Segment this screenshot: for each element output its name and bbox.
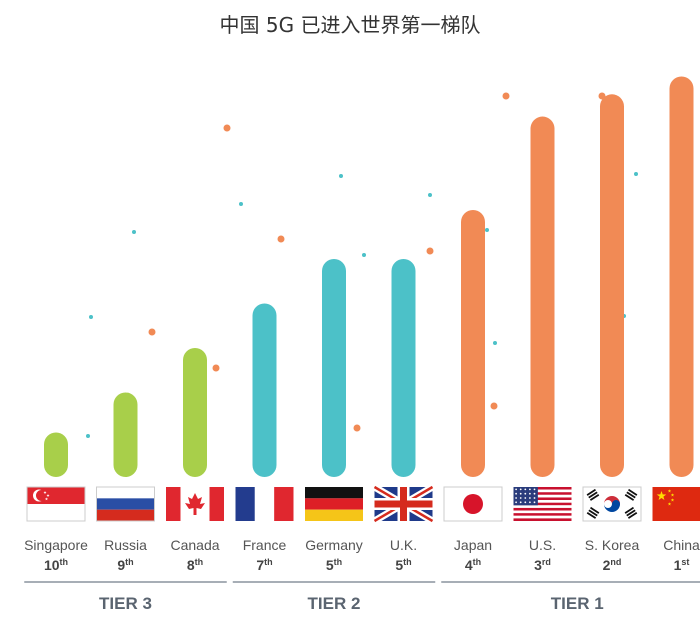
blue-dot <box>132 230 136 234</box>
orange-dot <box>353 424 361 432</box>
blue-dot <box>428 193 432 197</box>
blue-dot <box>485 228 489 232</box>
rank-label: 1st <box>674 557 690 573</box>
tier-labels-group: TIER 3 TIER 2 TIER 1 <box>24 581 700 613</box>
country-label: Canada <box>170 537 219 553</box>
country-labels-group: Singapore 10th Russia 9th Canada 8th France 7th… <box>24 537 700 573</box>
us-flag-icon <box>513 487 572 521</box>
country-label: U.K. <box>390 537 417 553</box>
country-label: Russia <box>104 537 147 553</box>
china-flag-icon <box>652 487 700 521</box>
tier-label: TIER 2 <box>308 594 361 613</box>
orange-dot <box>490 402 498 410</box>
bar-france <box>252 303 277 477</box>
canada-flag-icon <box>166 487 224 521</box>
russia-flag-icon <box>96 486 155 522</box>
bar-china <box>669 76 694 477</box>
south-korea-flag-icon <box>582 486 642 522</box>
blue-dot <box>493 341 497 345</box>
rank-label: 5th <box>326 557 342 573</box>
flags-group <box>26 483 700 525</box>
bar-japan <box>461 210 485 477</box>
japan-flag-icon <box>443 486 503 522</box>
country-label: Singapore <box>24 537 88 553</box>
orange-dot <box>212 364 220 372</box>
country-label: Germany <box>305 537 363 553</box>
blue-dot <box>634 172 638 176</box>
blue-dot <box>86 434 90 438</box>
rank-label: 10th <box>44 557 68 573</box>
germany-flag-icon <box>305 487 363 521</box>
rank-label: 3rd <box>534 557 551 573</box>
blue-dot <box>362 253 366 257</box>
decorative-dots <box>86 92 638 438</box>
blue-dot <box>339 174 343 178</box>
tier-label: TIER 3 <box>99 594 152 613</box>
bar-u-k- <box>391 258 416 477</box>
country-label: S. Korea <box>585 537 640 553</box>
rank-label: 2nd <box>603 557 622 573</box>
country-label: Japan <box>454 537 492 553</box>
bar-russia <box>113 392 138 477</box>
country-label: China <box>663 537 700 553</box>
singapore-flag-icon <box>26 486 86 522</box>
rank-label: 5th <box>395 557 411 573</box>
blue-dot <box>239 202 243 206</box>
bar-singapore <box>44 432 68 477</box>
bar-u-s- <box>530 116 555 478</box>
rank-label: 7th <box>256 557 272 573</box>
orange-dot <box>277 235 285 243</box>
bar-s-korea <box>600 94 624 478</box>
bars-group <box>44 76 694 478</box>
rank-label: 8th <box>187 557 203 573</box>
france-flag-icon <box>235 487 294 521</box>
blue-dot <box>89 315 93 319</box>
chart-title: 中国 5G 已进入世界第一梯队 <box>220 13 481 37</box>
orange-dot <box>223 124 231 132</box>
uk-flag-icon <box>372 483 435 525</box>
orange-dot <box>148 328 156 336</box>
bar-canada <box>183 347 207 477</box>
country-label: U.S. <box>529 537 556 553</box>
orange-dot <box>502 92 510 100</box>
country-label: France <box>243 537 287 553</box>
rank-label: 9th <box>117 557 133 573</box>
tier-label: TIER 1 <box>551 594 604 613</box>
bar-germany <box>322 258 346 477</box>
rank-label: 4th <box>465 557 481 573</box>
orange-dot <box>426 247 434 255</box>
